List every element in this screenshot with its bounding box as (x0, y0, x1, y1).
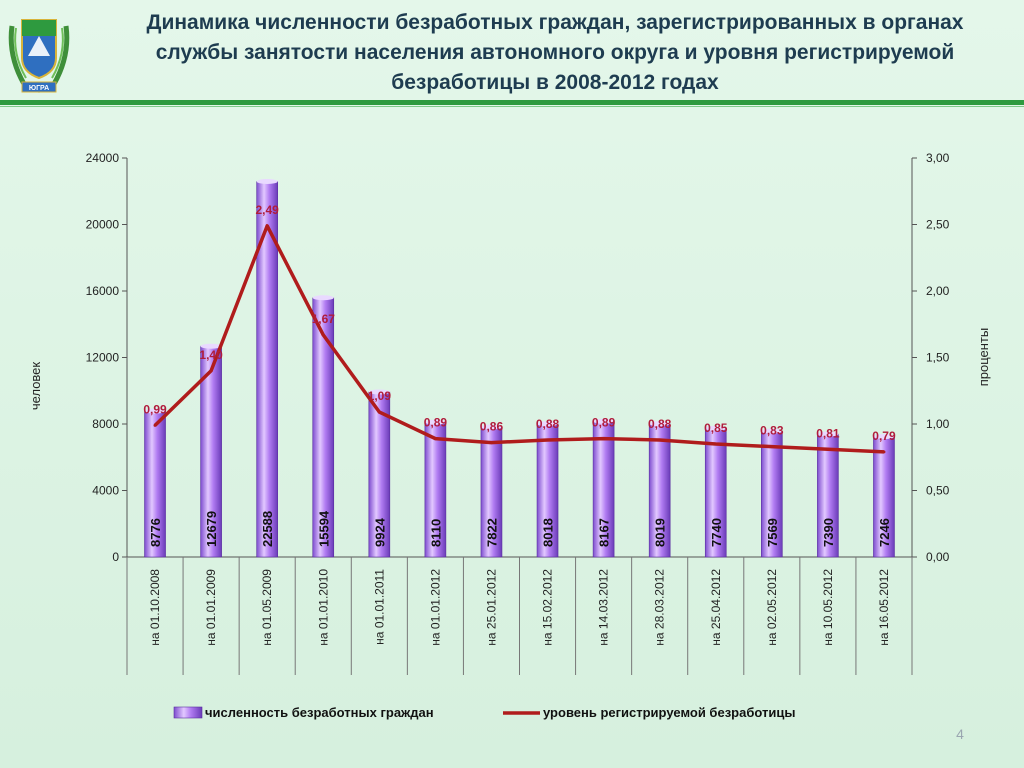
bar-top (649, 421, 671, 427)
bar-value-label: 8776 (148, 518, 163, 547)
line-value-label: 1,09 (368, 389, 392, 403)
page-number: 4 (956, 726, 964, 742)
y-axis-title: человек (28, 362, 43, 411)
legend-bar-label: численность безработных граждан (205, 705, 434, 720)
line-point (209, 369, 213, 373)
line-point (265, 224, 269, 228)
x-tick-label: на 10.05.2012 (821, 569, 835, 646)
header-rule (0, 100, 1024, 105)
bar-top (144, 408, 166, 414)
line-point (602, 437, 606, 441)
line-point (377, 410, 381, 414)
x-tick-label: на 28.03.2012 (653, 569, 667, 646)
bar-value-label: 7822 (484, 518, 499, 547)
emblem-logo: ЮГРА (8, 19, 70, 93)
y2-tick-label: 1,00 (926, 417, 950, 431)
svg-text:ЮГРА: ЮГРА (29, 85, 49, 92)
line-series (153, 224, 885, 454)
y-tick-label: 24000 (86, 151, 120, 165)
y2-tick-label: 3,00 (926, 151, 950, 165)
line-point (433, 437, 437, 441)
y-tick-label: 8000 (92, 417, 119, 431)
bar-top (200, 343, 222, 349)
y2-tick-label: 0,50 (926, 484, 950, 498)
y2-tick-label: 2,00 (926, 284, 950, 298)
line-point (714, 442, 718, 446)
line-value-label: 0,88 (536, 417, 560, 431)
line-value-label: 2,49 (255, 203, 279, 217)
line-value-label: 0,89 (424, 416, 448, 430)
bar-top (761, 428, 783, 434)
line-point (321, 333, 325, 337)
line-value-label: 0,81 (816, 426, 840, 440)
y2-tick-label: 2,50 (926, 218, 950, 232)
header-rule-thin (0, 106, 1024, 107)
line-value-label: 0,89 (592, 416, 616, 430)
line-value-label: 0,79 (872, 429, 896, 443)
x-tick-label: на 16.05.2012 (877, 569, 891, 646)
line-point (489, 441, 493, 445)
y-tick-label: 0 (112, 550, 119, 564)
x-tick-label: на 14.03.2012 (597, 569, 611, 646)
line-value-label: 0,85 (704, 421, 728, 435)
x-tick-label: на 15.02.2012 (541, 569, 555, 646)
y2-axis-title: проценты (976, 328, 991, 387)
bar-top (368, 389, 390, 395)
bar-value-label: 22588 (260, 511, 275, 547)
bar-value-label: 12679 (204, 511, 219, 547)
line-value-label: 0,83 (760, 424, 784, 438)
bar-top (817, 431, 839, 437)
y-tick-label: 20000 (86, 218, 120, 232)
y2-tick-label: 1,50 (926, 351, 950, 365)
bar-top (480, 424, 502, 430)
line-value-label: 1,40 (199, 348, 223, 362)
bar-top (873, 434, 895, 440)
x-tick-label: на 01.10.2008 (148, 569, 162, 646)
bar-top (705, 425, 727, 431)
legend-line-label: уровень регистрируемой безработицы (543, 705, 795, 720)
bar-value-label: 7740 (709, 518, 724, 547)
bar-value-label: 7390 (821, 518, 836, 547)
y-tick-label: 12000 (86, 351, 120, 365)
line-point (546, 438, 550, 442)
y-tick-label: 4000 (92, 484, 119, 498)
line-value-label: 0,99 (143, 402, 167, 416)
bar-value-label: 9924 (372, 517, 387, 547)
line-value-label: 0,88 (648, 417, 672, 431)
x-tick-label: на 25.01.2012 (484, 569, 498, 646)
line-point (882, 450, 886, 454)
bar-top (424, 419, 446, 425)
x-tick-label: на 02.05.2012 (765, 569, 779, 646)
x-tick-label: на 01.01.2010 (316, 569, 330, 646)
page-title: Динамика численности безработных граждан… (146, 11, 964, 94)
x-tick-label: на 01.01.2011 (372, 569, 386, 645)
line-value-label: 0,86 (480, 420, 504, 434)
x-tick-label: на 25.04.2012 (709, 569, 723, 646)
bar-value-label: 8019 (653, 518, 668, 547)
bar-top (537, 421, 559, 427)
x-tick-label: на 01.01.2009 (204, 569, 218, 646)
y-tick-label: 16000 (86, 284, 120, 298)
line-value-label: 1,67 (312, 312, 336, 326)
line-point (770, 445, 774, 449)
bar-top (256, 178, 278, 184)
x-tick-label: на 01.01.2012 (428, 569, 442, 646)
bar-value-label: 7246 (877, 518, 892, 547)
line-point (658, 438, 662, 442)
line-point (826, 447, 830, 451)
bar-value-label: 8167 (597, 518, 612, 547)
x-tick-label: на 01.05.2009 (260, 569, 274, 646)
bar-top (312, 295, 334, 301)
bar-value-label: 8018 (541, 518, 556, 547)
bar-value-label: 15594 (316, 510, 331, 547)
bar-value-label: 7569 (765, 518, 780, 547)
line-point (153, 423, 157, 427)
bar-top (593, 418, 615, 424)
legend-bar-swatch (173, 706, 203, 719)
y2-tick-label: 0,00 (926, 550, 950, 564)
bar-value-label: 8110 (428, 519, 443, 547)
